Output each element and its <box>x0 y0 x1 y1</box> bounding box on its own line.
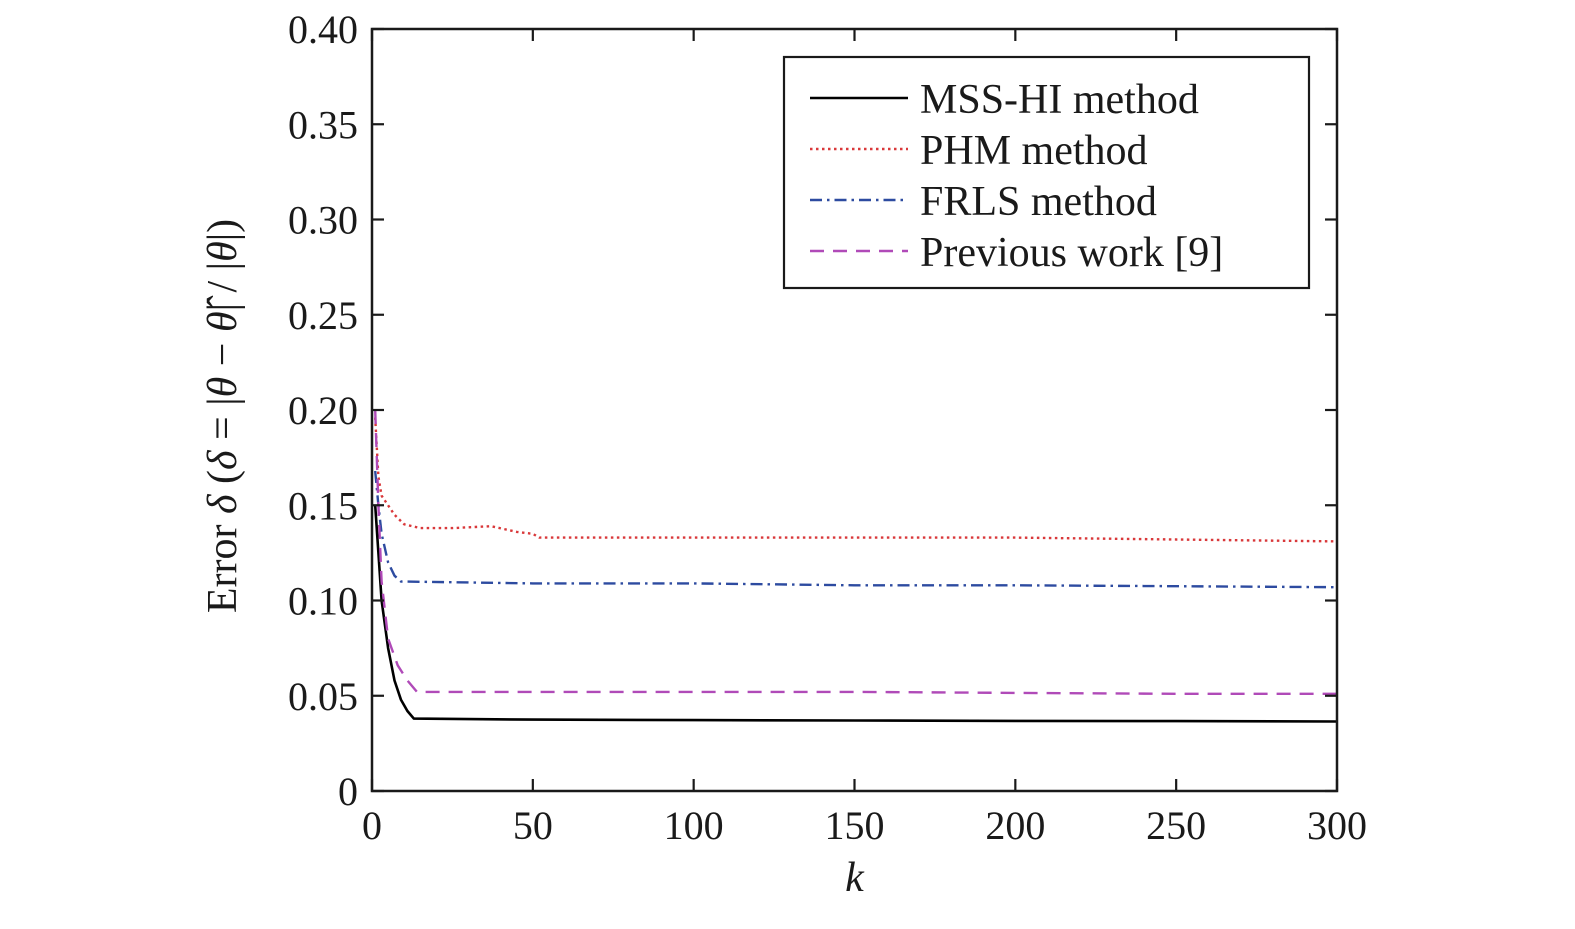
y-axis-title-part: |) <box>200 219 246 241</box>
y-axis-title-part: δ <box>200 493 246 514</box>
y-axis-title-part: | / | <box>200 262 246 312</box>
y-tick-label: 0.40 <box>288 7 358 52</box>
x-tick-label: 150 <box>825 803 885 848</box>
y-tick-label: 0.10 <box>288 579 358 624</box>
y-axis-title-part: Error <box>200 514 246 613</box>
legend-label-2: PHM method <box>920 128 1148 174</box>
y-axis-title-part: θ <box>200 377 246 398</box>
x-tick-label: 100 <box>664 803 724 848</box>
series-layer <box>373 409 1338 723</box>
legend-label-3: FRLS method <box>920 179 1157 225</box>
legend-label-4: Previous work [9] <box>920 230 1223 276</box>
legend-box <box>782 55 1311 290</box>
legend: MSS-HI method PHM method FRLS method Previo… <box>782 55 1311 290</box>
y-tick-label: 0 <box>338 769 358 814</box>
series-line-1 <box>373 505 1338 723</box>
y-tick-label: 0.05 <box>288 674 358 719</box>
y-axis-title: Error δ (δ = |θ − θ̂| / |θ|) <box>200 219 246 613</box>
series-line-2 <box>374 417 1338 543</box>
y-axis-title-part: − <box>200 332 246 377</box>
x-tick-label: 0 <box>362 803 382 848</box>
y-axis-title-part: ( <box>200 470 246 495</box>
legend-label-1: MSS-HI method <box>920 77 1199 123</box>
ticks-layer: 0 50 100 150 200 250 300 0 0.05 0.10 0.15 0.20 0.25 0… <box>288 7 1367 848</box>
y-axis-title-part: θ <box>200 241 246 262</box>
x-axis-title: k <box>845 855 865 901</box>
y-tick-label: 0.35 <box>288 102 358 147</box>
y-tick-label: 0.30 <box>288 198 358 243</box>
x-tick-label: 50 <box>513 803 553 848</box>
x-tick-label: 300 <box>1307 803 1367 848</box>
y-tick-label: 0.25 <box>288 293 358 338</box>
x-tick-label: 250 <box>1146 803 1206 848</box>
series-line-3 <box>374 470 1338 589</box>
y-tick-label: 0.20 <box>288 388 358 433</box>
x-tick-label: 200 <box>985 803 1045 848</box>
series-line-4 <box>374 409 1337 695</box>
y-axis-title-part: = | <box>200 397 246 450</box>
y-tick-label: 0.15 <box>288 483 358 528</box>
y-axis-title-part: δ <box>200 449 246 470</box>
